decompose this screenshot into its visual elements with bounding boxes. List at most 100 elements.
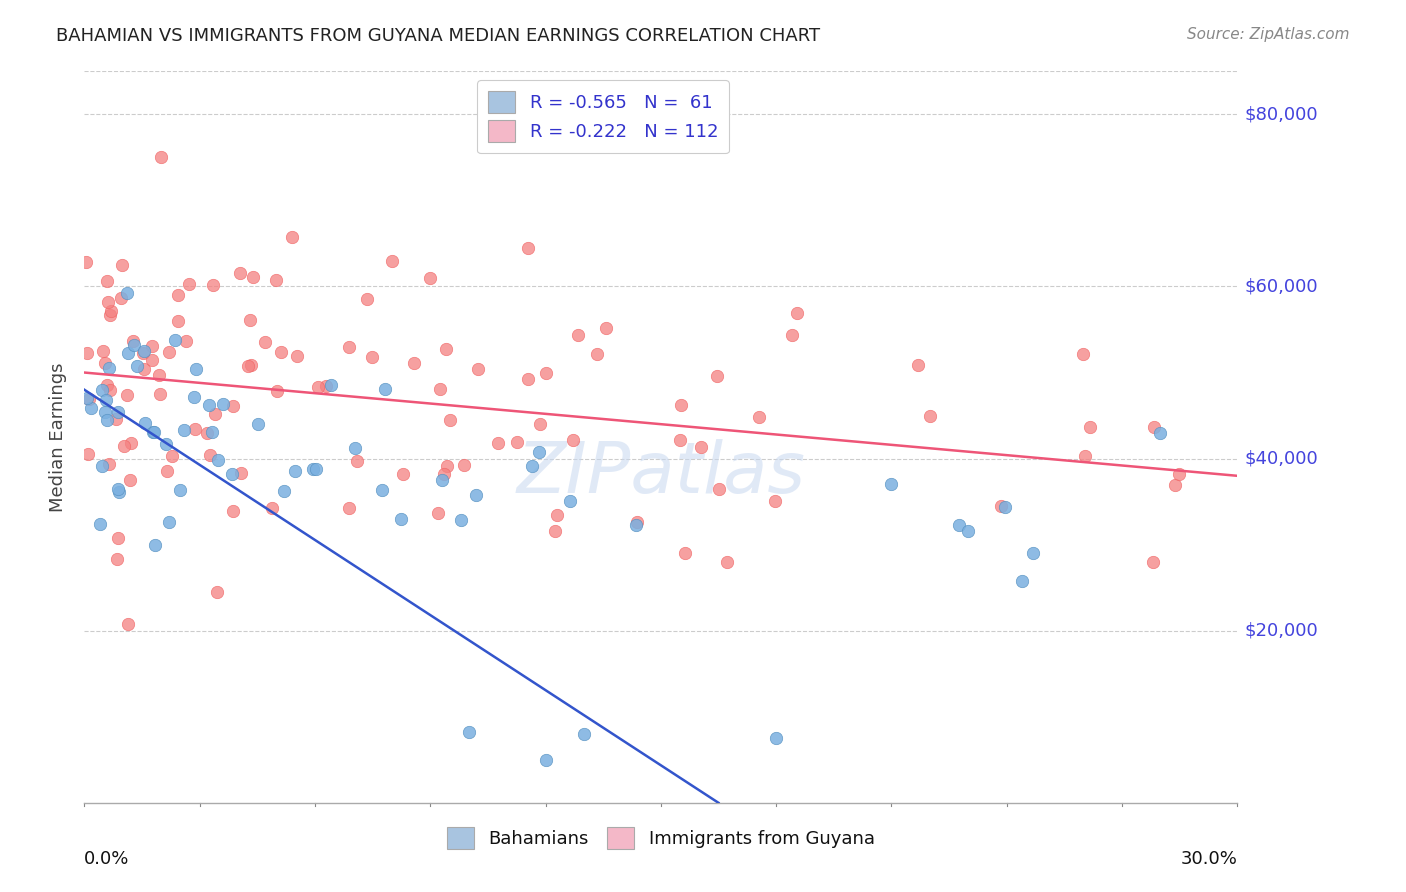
Point [221,467,243,481]
Point [91,383,114,397]
Point [76,392,98,406]
Point [96,274,118,288]
Point [558,493,581,508]
Point [716,555,738,569]
Point [132,346,155,360]
Point [117,346,139,360]
Point [430,473,453,487]
Point [75,255,97,269]
Point [467,361,489,376]
Point [626,515,648,529]
Point [572,727,595,741]
Point [281,230,304,244]
Point [527,445,550,459]
Point [450,512,472,526]
Point [94,393,117,408]
Point [173,423,195,437]
Point [110,291,132,305]
Point [419,271,441,285]
Point [690,441,713,455]
Point [125,359,148,373]
Point [426,506,449,520]
Point [1142,555,1164,569]
Point [166,314,188,328]
Point [97,360,120,375]
Point [156,464,179,478]
Point [94,405,117,419]
Point [198,448,221,462]
Point [222,399,245,413]
Point [207,453,229,467]
Point [534,366,557,380]
Point [80,401,103,416]
Point [517,372,540,386]
Point [186,362,208,376]
Point [141,339,163,353]
Text: Median Earnings: Median Earnings [49,362,67,512]
Point [453,458,475,472]
Point [585,347,607,361]
Point [236,359,259,373]
Point [105,412,128,426]
Point [709,482,731,496]
Point [107,405,129,419]
Point [1011,574,1033,588]
Point [132,362,155,376]
Point [142,425,165,440]
Point [305,462,328,476]
Point [76,447,98,461]
Point [389,512,412,526]
Point [76,346,98,360]
Point [429,383,451,397]
Point [1071,347,1094,361]
Point [174,334,197,349]
Text: $60,000: $60,000 [1244,277,1319,295]
Point [343,442,366,456]
Point [143,537,166,551]
Point [148,368,170,382]
Point [337,340,360,354]
Point [201,425,224,440]
Point [197,398,219,412]
Point [546,508,568,522]
Point [266,384,288,399]
Point [98,308,121,322]
Point [534,753,557,767]
Point [506,435,529,450]
Point [273,484,295,499]
Point [105,552,128,566]
Point [1149,425,1171,440]
Point [112,439,135,453]
Point [96,378,118,392]
Point [132,344,155,359]
Point [157,515,180,529]
Point [948,518,970,533]
Point [204,407,226,421]
Point [402,356,425,370]
Point [907,358,929,372]
Point [486,436,509,450]
Legend: Bahamians, Immigrants from Guyana: Bahamians, Immigrants from Guyana [436,816,886,860]
Point [302,462,325,476]
Point [520,458,543,473]
Point [207,585,229,599]
Point [100,383,122,397]
Point [361,351,384,365]
Point [321,377,343,392]
Point [879,477,901,491]
Point [1022,546,1045,560]
Point [439,413,461,427]
Point [990,499,1012,513]
Point [260,501,283,516]
Point [763,493,786,508]
Point [107,482,129,496]
Point [157,345,180,359]
Point [79,392,101,406]
Point [115,285,138,300]
Point [120,473,142,487]
Point [212,397,235,411]
Text: Source: ZipAtlas.com: Source: ZipAtlas.com [1187,27,1350,42]
Point [229,266,252,280]
Point [284,464,307,478]
Point [115,388,138,402]
